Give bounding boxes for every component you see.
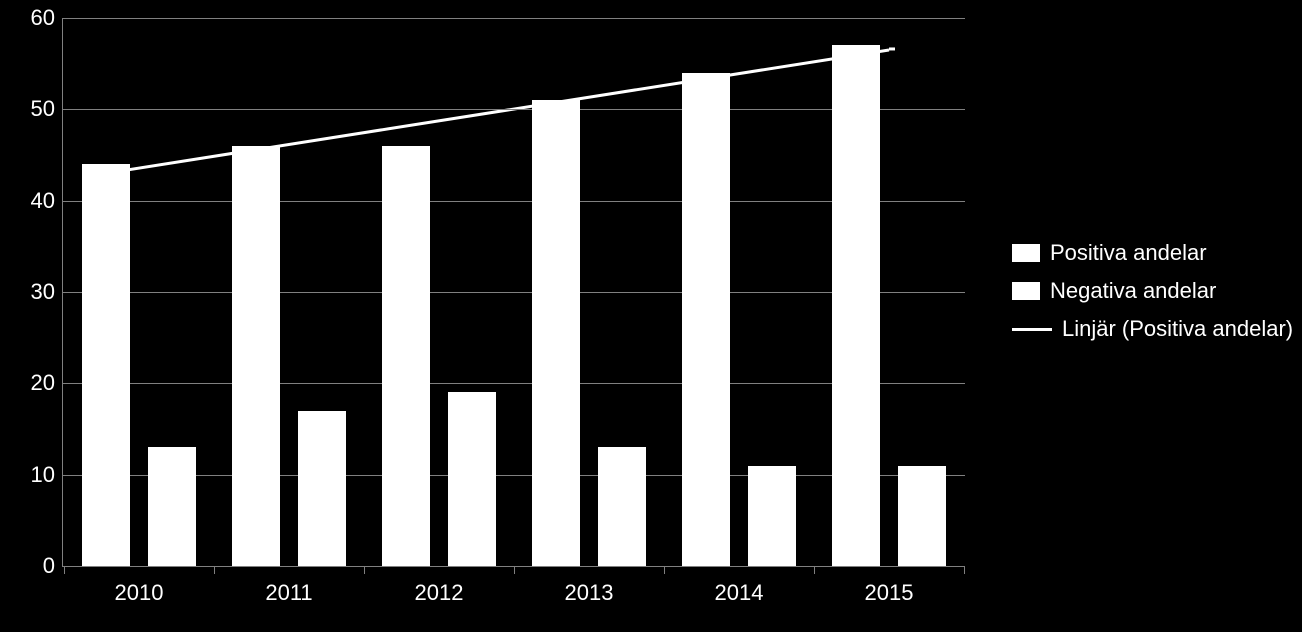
legend-label: Positiva andelar	[1050, 240, 1207, 266]
legend-swatch-bar	[1012, 244, 1040, 262]
gridline	[63, 292, 965, 293]
legend-item: Linjär (Positiva andelar)	[1012, 316, 1293, 342]
legend-item: Positiva andelar	[1012, 240, 1293, 266]
legend-item: Negativa andelar	[1012, 278, 1293, 304]
y-tick-label: 0	[19, 553, 55, 579]
x-tick-label: 2015	[865, 580, 914, 606]
x-tick-mark	[214, 566, 215, 574]
x-tick-mark	[514, 566, 515, 574]
y-tick-label: 40	[19, 188, 55, 214]
bar-negativa	[448, 392, 496, 566]
y-tick-label: 60	[19, 5, 55, 31]
y-tick-label: 20	[19, 370, 55, 396]
bar-positiva	[532, 100, 580, 566]
x-tick-mark	[814, 566, 815, 574]
y-tick-label: 50	[19, 96, 55, 122]
plot-area: 0102030405060201020112012201320142015	[62, 18, 965, 567]
x-tick-mark	[64, 566, 65, 574]
bar-positiva	[232, 146, 280, 566]
bar-negativa	[748, 466, 796, 566]
bar-positiva	[832, 45, 880, 566]
legend-label: Linjär (Positiva andelar)	[1062, 316, 1293, 342]
x-tick-label: 2014	[715, 580, 764, 606]
bar-negativa	[148, 447, 196, 566]
x-tick-mark	[364, 566, 365, 574]
legend-swatch-line	[1012, 328, 1052, 331]
bar-positiva	[82, 164, 130, 566]
trend-line-segment	[106, 50, 889, 173]
x-tick-label: 2012	[415, 580, 464, 606]
x-tick-mark	[664, 566, 665, 574]
gridline	[63, 383, 965, 384]
gridline	[63, 475, 965, 476]
gridline	[63, 18, 965, 19]
gridline	[63, 201, 965, 202]
x-tick-mark	[964, 566, 965, 574]
bar-negativa	[898, 466, 946, 566]
x-tick-label: 2013	[565, 580, 614, 606]
bar-positiva	[682, 73, 730, 566]
x-tick-label: 2011	[265, 580, 312, 606]
legend-label: Negativa andelar	[1050, 278, 1216, 304]
bar-negativa	[598, 447, 646, 566]
y-tick-label: 30	[19, 279, 55, 305]
gridline	[63, 109, 965, 110]
bar-positiva	[382, 146, 430, 566]
y-tick-label: 10	[19, 462, 55, 488]
chart-container: 0102030405060201020112012201320142015 Po…	[0, 0, 1302, 632]
bar-negativa	[298, 411, 346, 566]
legend-swatch-bar	[1012, 282, 1040, 300]
x-tick-label: 2010	[115, 580, 164, 606]
legend: Positiva andelar Negativa andelar Linjär (…	[1012, 240, 1293, 354]
